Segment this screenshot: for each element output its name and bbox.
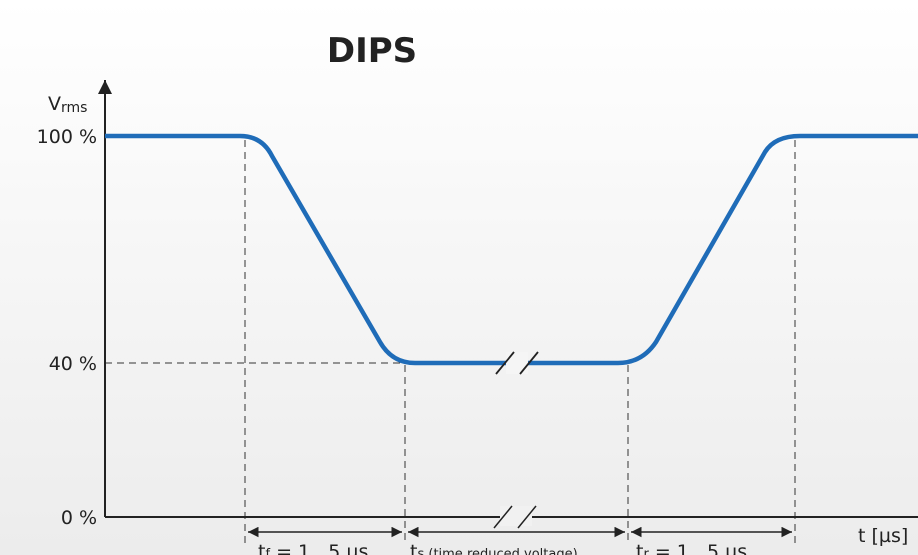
interval-label-rest: = 1...5 µs xyxy=(270,541,368,555)
interval-label-main: t xyxy=(258,541,265,555)
curve-break xyxy=(495,351,539,375)
y-tick-label: 100 % xyxy=(37,126,97,148)
title: DIPS xyxy=(327,31,417,71)
y-axis-label-main: V xyxy=(48,93,61,115)
y-tick-label: 40 % xyxy=(49,353,97,375)
interval-label-main: t xyxy=(636,541,643,555)
interval-label-rest: (time reduced voltage) xyxy=(424,547,577,555)
y-tick-label: 0 % xyxy=(61,507,97,529)
interval-label-sub: s xyxy=(417,547,424,555)
y-axis-label-sub: rms xyxy=(61,100,87,116)
interval-label-rest: = 1...5 µs xyxy=(649,541,747,555)
x-axis-label: t [µs] xyxy=(858,525,908,547)
interval-label-sub: f xyxy=(265,547,270,555)
guides xyxy=(105,140,796,545)
y-axis-label: Vrms xyxy=(48,93,87,116)
interval-label: ts (time reduced voltage) xyxy=(410,541,578,555)
interval-label-main: t xyxy=(410,541,417,555)
interval-label: tr = 1...5 µs xyxy=(636,541,747,555)
axis-break xyxy=(493,505,537,529)
interval-labels: tf = 1...5 µs ts (time reduced voltage) tr… xyxy=(258,541,747,555)
interval-label-sub: r xyxy=(643,547,649,555)
interval-label: tf = 1...5 µs xyxy=(258,541,368,555)
